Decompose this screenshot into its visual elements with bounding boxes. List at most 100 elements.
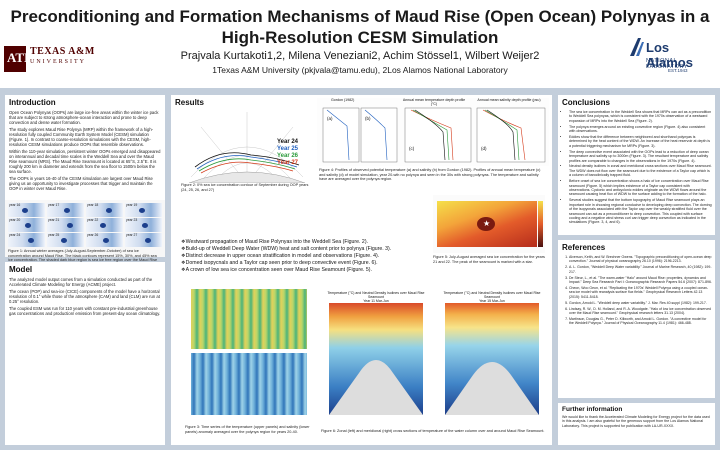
figure-3-caption: Figure 3: Time series of the temperature… [185,425,310,434]
los-alamos-logo: Los Alamos NATIONAL LABORATORY EST.1943 [624,34,718,84]
reference-item-2: A. L. Gordon, "Weddell Deep Water variab… [569,265,712,274]
figure-1-map-12: year 27 [125,233,162,247]
introduction-heading: Introduction [9,98,56,107]
reference-item-7: Martinson, Douglas G., Peter D. Killwort… [569,317,712,326]
model-paragraph-2: The ocean (POP) and sea-ice (CICE) compo… [9,289,160,304]
reference-item-3: De Steur, L., et al. "The warm-water "Ha… [569,276,712,285]
figure-4-caption: Figure 4: Profiles of observed potential… [319,168,541,181]
profile-a-line [326,109,350,161]
figure-1-polynya-mark [100,223,106,228]
texas-am-logo: ATM TEXAS A&M UNIVERSITY [4,42,116,76]
model-heading: Model [9,265,33,274]
legend-year-26: Year 26 [277,153,299,159]
conclusion-item-5: Neutral density isolines in zonal and me… [569,164,712,177]
figure-1-map-label: year 25 [48,233,60,237]
figure-6-left-topography [329,360,423,415]
conclusions-panel: Conclusions The sea ice concentration in… [558,95,715,235]
lanl-logo-line-3: EST.1943 [668,68,688,73]
lanl-swoosh-icon [630,38,644,56]
figure-1-map-label: year 18 [87,203,99,207]
results-bullet-2: Build-up of Weddell Deep Water (WDW) hea… [181,246,511,253]
conclusion-item-7: Several studies suggest that the bottom … [569,198,712,224]
antarctica-land [188,171,306,183]
banner: Preconditioning and Formation Mechanisms… [0,0,720,88]
figure-1-map-8: year 23 [125,218,162,232]
legend-year-25: Year 25 [277,146,299,152]
profile-b-line [364,109,388,161]
figure-1-map-label: year 26 [87,233,99,237]
ice-edge-year-25 [196,155,298,170]
intro-paragraph-2: The study explores Maud Rise Polynya (MR… [9,127,154,147]
figure-5-panel: ★ [433,195,545,253]
figure-6-right-topography [445,362,539,415]
lanl-logo-line-1: Los Alamos [646,40,693,70]
results-panel: Results Year 24 Year 25 Year 26 Year 27 [171,95,552,445]
figure-4-title-a: Gordon (1982) [331,98,355,102]
affiliations: 1Texas A&M University (pkjvala@tamu.edu)… [212,65,508,75]
profile-d-frame [476,107,546,163]
conclusion-item-1: The sea ice concentration in the Weddell… [569,110,712,123]
figure-3-panel [185,285,313,423]
tamu-mark-icon: ATM [4,46,36,72]
figure-1-polynya-mark [64,208,70,213]
tamu-logo-line-1: TEXAS A&M [30,46,95,57]
figure-6-right-title: Temperature (°C) and Neutral Density Iso… [443,291,541,299]
figure-6-left-title: Temperature (°C) and Neutral Density Iso… [327,291,425,299]
conclusions-heading: Conclusions [562,98,611,107]
results-bullet-5: A crown of low sea ice concentration see… [181,267,511,274]
figure-4-letter-c: (c) [409,146,415,151]
figure-6-left-subtitle: Year 11 Mar-Jun [363,299,389,303]
model-paragraph-1: The analyzed model output comes from a s… [9,277,153,287]
intro-paragraph-4: The OOPs in years 16-40 of the CESM simu… [9,176,153,191]
figure-5-halo [477,217,495,231]
authors: Prajvala Kurtakoti1,2, Milena Veneziani2… [180,50,540,62]
conclusion-item-3: Eddies show that the difference between … [569,135,712,148]
profile-d-line-1 [482,109,526,161]
conclusions-list: The sea ice concentration in the Weddell… [562,110,712,225]
poster-title: Preconditioning and Formation Mechanisms… [0,6,720,48]
ice-edge-year-24 [194,152,300,168]
figure-1-map-label: year 19 [126,203,138,207]
figure-4-plots [322,107,546,163]
figure-5-colorbar [538,201,543,247]
figure-1-map-label: year 24 [9,233,21,237]
title-line-1: Preconditioning and Formation Mechanisms… [10,7,710,26]
figure-5-caption: Figure 5: July-August averaged sea ice c… [433,255,545,264]
figure-1-map-label: year 22 [87,218,99,222]
figure-2-caption: Figure 2: 0% sea ice concentration conto… [181,183,309,192]
model-panel: Model The analyzed model output comes fr… [5,262,165,445]
results-bullet-1: Westward propagation of Maud Rise Polyny… [181,239,511,246]
profile-c-line-1 [410,109,454,161]
figure-4-title-c: Annual mean temperature depth profile (°… [402,98,466,106]
figure-1-map-10: year 25 [47,233,84,247]
further-info-heading: Further information [562,406,623,413]
profile-d-line-3 [486,109,516,161]
results-bullet-3: Distinct decrease in upper ocean stratif… [181,253,511,260]
figure-1-map-label: year 23 [126,218,138,222]
reference-item-1: Alverson, Keith, and W. Brechner Owens. … [569,255,712,264]
lanl-logo-line-2: NATIONAL LABORATORY [646,58,688,70]
figure-4-panel: Gordon (1982) Annual mean temperature de… [317,98,549,166]
figure-1-polynya-mark [28,238,34,243]
reference-item-4: Cheon, Woo Geun, et al. "Replicating the… [569,286,712,299]
conclusion-item-6: Before onset of sea ice concentration sh… [569,179,712,197]
profile-c-frame [404,107,472,163]
figure-3-salinity-hovmoller [191,353,307,415]
conclusion-item-2: The polynya emerges around an existing c… [569,125,712,134]
figure-1-map-6: year 21 [47,218,84,232]
figure-1-map-label: year 17 [48,203,60,207]
reference-item-6: Lindsay, R. W., D. M. Holland, and R. A.… [569,307,712,316]
intro-paragraph-3: Within the 110-year simulation, persiste… [9,149,161,174]
figure-6-caption: Figure 6: Zonal (left) and meridional (r… [321,429,545,433]
figure-6-right-seamount [445,362,539,415]
figure-1-polynya-mark [25,223,31,228]
figure-1-map-label: year 21 [48,218,60,222]
figure-1-map-label: year 27 [126,233,138,237]
references-heading: References [562,243,606,252]
figure-1-map-11: year 26 [86,233,123,247]
conclusion-item-4: The deep convective event associated wit… [569,150,712,163]
profile-d-line-2 [484,109,520,161]
results-bullets: Westward propagation of Maud Rise Polyny… [181,239,511,274]
further-info-panel: Further information We would like to tha… [558,403,715,445]
